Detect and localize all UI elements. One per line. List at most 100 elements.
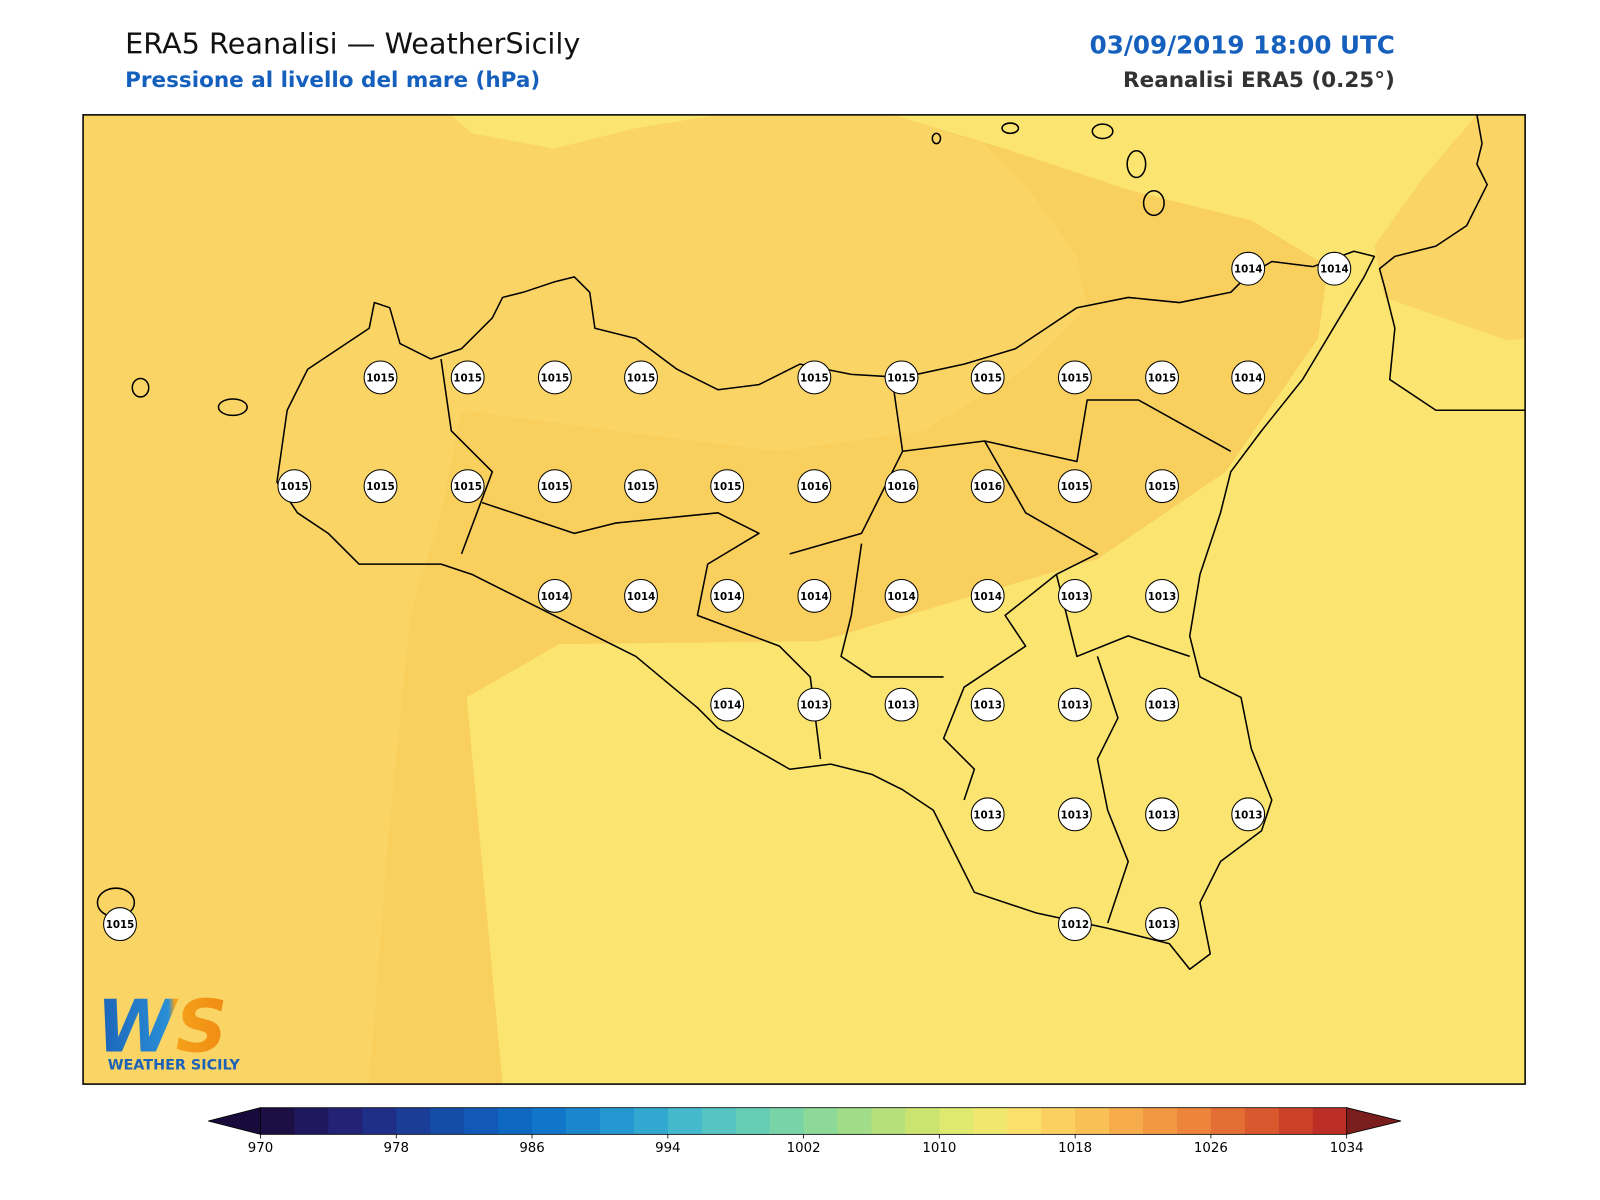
color-box — [735, 1107, 771, 1135]
station-value: 1014 — [1234, 372, 1263, 384]
station-marker — [797, 469, 832, 504]
station-value: 1015 — [541, 481, 570, 493]
subtitle: Pressione al livello del mare (hPa) — [125, 68, 540, 93]
station-marker — [1231, 797, 1266, 832]
station-marker — [363, 469, 398, 504]
station-value: 1012 — [1061, 919, 1090, 931]
logo: WS WEATHER SICILY — [96, 984, 240, 1073]
station-value: 1016 — [800, 481, 829, 493]
colorbar: 970 978 986 994 1002 1010 1018 1026 1034 — [208, 1107, 1402, 1156]
colorbar-tick-label: 1002 — [787, 1141, 821, 1156]
station-marker — [537, 578, 572, 613]
station-marker — [970, 687, 1005, 722]
station-value: 1013 — [887, 700, 916, 712]
island — [1091, 123, 1114, 140]
station-value: 1015 — [106, 919, 135, 931]
field-mid — [83, 114, 1088, 1085]
station-value: 1014 — [800, 591, 829, 603]
station-value: 1015 — [1148, 481, 1177, 493]
station-marker — [797, 578, 832, 613]
colorbar-tick-label: 994 — [655, 1141, 680, 1156]
colorbar-tick-label: 978 — [384, 1141, 409, 1156]
island — [131, 377, 150, 398]
calabria-coast — [1378, 114, 1526, 412]
color-box — [294, 1107, 329, 1135]
station-value: 1013 — [1061, 700, 1090, 712]
station-marker — [277, 469, 312, 504]
color-box — [565, 1107, 601, 1135]
island — [1001, 122, 1020, 135]
island — [931, 132, 942, 145]
color-box — [939, 1107, 974, 1135]
station-marker — [624, 469, 658, 504]
station-marker — [884, 360, 919, 395]
island — [1142, 190, 1165, 217]
station-value: 1015 — [366, 372, 395, 384]
station-marker — [1057, 578, 1092, 613]
station-value: 1013 — [1148, 919, 1177, 931]
station-marker — [1057, 687, 1092, 722]
station-marker — [1057, 797, 1092, 832]
station-marker — [537, 360, 572, 395]
station-marker — [1231, 360, 1266, 395]
color-box — [328, 1107, 363, 1135]
colorbar-extend-high — [1346, 1107, 1402, 1135]
color-box — [599, 1107, 635, 1135]
station-value: 1015 — [973, 372, 1002, 384]
color-box — [1176, 1107, 1212, 1135]
datetime: 03/09/2019 18:00 UTC — [1090, 30, 1395, 59]
station-value: 1013 — [1234, 809, 1263, 821]
color-box — [1210, 1107, 1246, 1135]
province-borders — [440, 358, 1232, 924]
station-marker — [970, 360, 1005, 395]
station-value: 1015 — [541, 372, 570, 384]
station-marker — [884, 578, 919, 613]
station-marker — [1145, 360, 1179, 395]
station-marker — [1145, 687, 1179, 722]
station-value: 1013 — [973, 809, 1002, 821]
station-marker — [710, 687, 745, 722]
color-box — [396, 1107, 431, 1135]
color-box — [667, 1107, 703, 1135]
colorbar-extend-low — [208, 1107, 261, 1135]
station-marker — [537, 469, 572, 504]
station-value: 1014 — [713, 591, 742, 603]
colorbar-tick-label: 1018 — [1058, 1141, 1092, 1156]
station-value: 1013 — [1061, 809, 1090, 821]
station-value: 1015 — [453, 481, 482, 493]
station-value: 1015 — [627, 372, 656, 384]
station-marker — [1145, 578, 1179, 613]
station-value: 1015 — [800, 372, 829, 384]
station-value: 1014 — [1234, 264, 1263, 276]
map-frame — [82, 114, 1526, 1085]
station-value: 1015 — [1061, 372, 1090, 384]
station-marker — [710, 469, 745, 504]
colorbar-tick-label: 1010 — [922, 1141, 956, 1156]
station-value: 1015 — [1061, 481, 1090, 493]
station-marker — [363, 360, 398, 395]
colorbar-tick-label: 986 — [519, 1141, 544, 1156]
station-marker — [1145, 797, 1179, 832]
color-box — [803, 1107, 839, 1135]
station-marker — [1057, 360, 1092, 395]
color-box — [260, 1107, 295, 1135]
station-marker — [884, 469, 919, 504]
station-value: 1015 — [1148, 372, 1177, 384]
station-marker — [797, 687, 832, 722]
station-marker — [1231, 251, 1266, 286]
station-value: 1014 — [627, 591, 656, 603]
sicily-coast — [276, 250, 1376, 970]
station-value: 1015 — [280, 481, 309, 493]
color-box — [1041, 1107, 1076, 1135]
color-box — [701, 1107, 737, 1135]
color-box — [1109, 1107, 1144, 1135]
station-marker — [970, 797, 1005, 832]
station-marker — [103, 907, 137, 942]
station-marker — [624, 360, 658, 395]
colorbar-tick-label: 970 — [248, 1141, 273, 1156]
color-box — [464, 1107, 499, 1135]
station-value: 1014 — [1320, 264, 1349, 276]
stations: 1014 1014 1015 1015 1015 1015 1015 1015 1015 1015… — [103, 251, 1352, 942]
